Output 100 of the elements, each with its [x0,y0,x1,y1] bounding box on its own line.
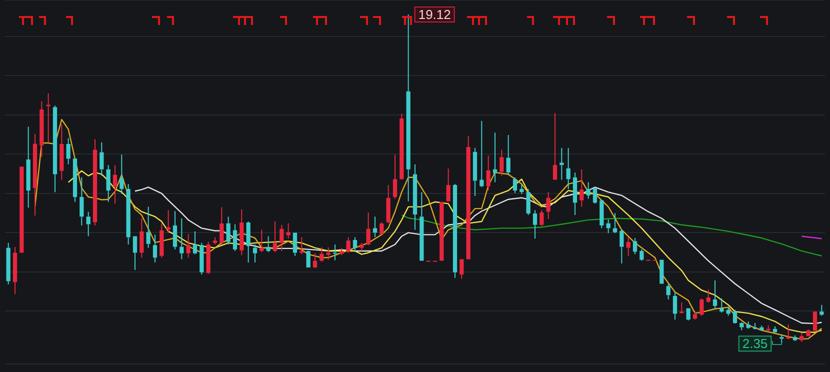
candlestick [740,322,744,331]
candlestick [780,334,784,344]
candlestick [712,280,718,310]
candlestick [626,236,630,256]
candlestick [466,135,470,260]
candlestick [586,182,590,200]
candlestick [206,241,210,274]
candlestick [66,138,70,165]
candlestick [360,242,364,252]
candlestick [220,206,224,245]
candlestick [226,216,230,245]
candlestick [132,236,138,270]
candlestick [512,176,518,194]
candlestick [72,158,78,202]
candlestick [12,246,18,295]
candlestick [746,320,750,330]
candlestick [786,324,790,339]
candlestick [120,154,124,194]
candlestick [392,154,398,200]
candlestick [760,325,764,330]
candlestick [480,120,484,188]
candlestick [180,218,184,260]
candlestick [672,291,678,320]
candlestick [566,147,570,190]
candlestick [412,164,418,230]
candlestick [106,164,110,202]
candlestick [532,210,538,240]
candlestick [732,309,738,323]
candlestick [552,112,558,180]
candlestick [160,222,164,258]
candlestick [500,149,504,176]
candlestick [486,155,490,192]
candlestick [6,242,10,285]
candlestick [612,212,618,234]
candlestick [540,210,544,227]
candlestick [26,126,30,208]
candlestick [452,184,458,278]
candlestick [446,168,450,202]
candlestick [266,236,270,252]
candlestick [706,289,710,304]
candlestick [700,298,704,316]
candlestick [146,206,150,248]
candlestick [172,210,178,250]
candlestick [506,134,510,176]
candlestick [292,232,298,256]
candlestick [806,328,810,336]
candlestick [286,222,290,240]
candlestick [32,134,38,216]
candlestick [526,188,530,216]
candlestick [692,310,698,320]
candlestick [580,168,584,208]
candlestick [332,244,338,261]
candlestick [686,308,690,321]
candlestick [620,229,624,264]
candlestick [346,236,350,254]
candlestick [212,236,218,245]
candlestick [400,113,404,180]
candlestick [40,100,44,158]
candlestick [326,246,330,260]
candlestick [800,332,804,343]
candlestick [60,124,64,180]
candlestick [520,184,524,194]
candlestick [86,211,90,237]
candlestick [666,283,670,300]
candlestick [200,242,204,276]
candlestick [152,234,158,264]
annotation: 2.35 [742,336,768,352]
candlestick [572,172,578,216]
candlestick [320,246,324,262]
annotation: 19.12 [418,7,451,22]
candlestick [232,224,238,252]
candlestick [192,230,198,255]
candlestick [680,302,684,314]
candlestick [472,147,478,197]
candlestick [560,147,564,180]
candlestick [52,105,58,193]
candlestick [240,209,244,256]
candlestick [92,138,98,226]
candlestick [726,306,730,316]
candlestick [186,234,190,258]
candlestick [600,200,604,229]
candlestick [80,176,84,226]
candlestick [546,192,550,220]
candlestick [372,216,378,238]
candlestick [820,304,824,316]
candlestick [140,218,144,258]
candlestick [272,221,278,252]
candlestick [752,322,758,329]
candlestick [166,210,170,234]
candlestick [126,184,130,245]
candlestick [386,184,390,224]
candlestick [252,244,258,264]
candlestick [246,221,250,264]
candlestick [112,164,118,204]
candlestick [632,238,638,255]
candlestick [260,229,264,252]
candlestick [640,248,644,262]
candlestick [280,224,284,252]
candlestick [420,192,424,261]
candlestick [352,236,358,252]
